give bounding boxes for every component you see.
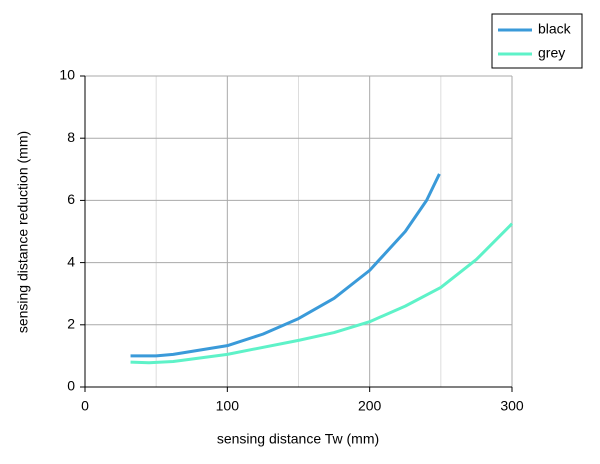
y-axis-label: sensing distance reduction (mm) [15, 131, 31, 333]
x-tick-label: 200 [358, 398, 382, 414]
x-tick-label: 100 [216, 398, 240, 414]
x-axis-label: sensing distance Tw (mm) [217, 431, 379, 447]
line [130, 173, 441, 358]
y-tick-label: 8 [67, 129, 75, 145]
y-tick-label: 10 [59, 67, 75, 83]
y-tick-label: 0 [67, 378, 75, 394]
x-tick-label: 0 [81, 398, 89, 414]
legend-label: grey [538, 45, 565, 61]
x-tick-label: 300 [500, 398, 524, 414]
y-tick-label: 6 [67, 191, 75, 207]
line [130, 222, 514, 365]
y-tick-label: 2 [67, 316, 75, 332]
legend-label: black [538, 21, 572, 37]
y-tick-label: 4 [67, 253, 75, 269]
legend-box [491, 13, 583, 69]
